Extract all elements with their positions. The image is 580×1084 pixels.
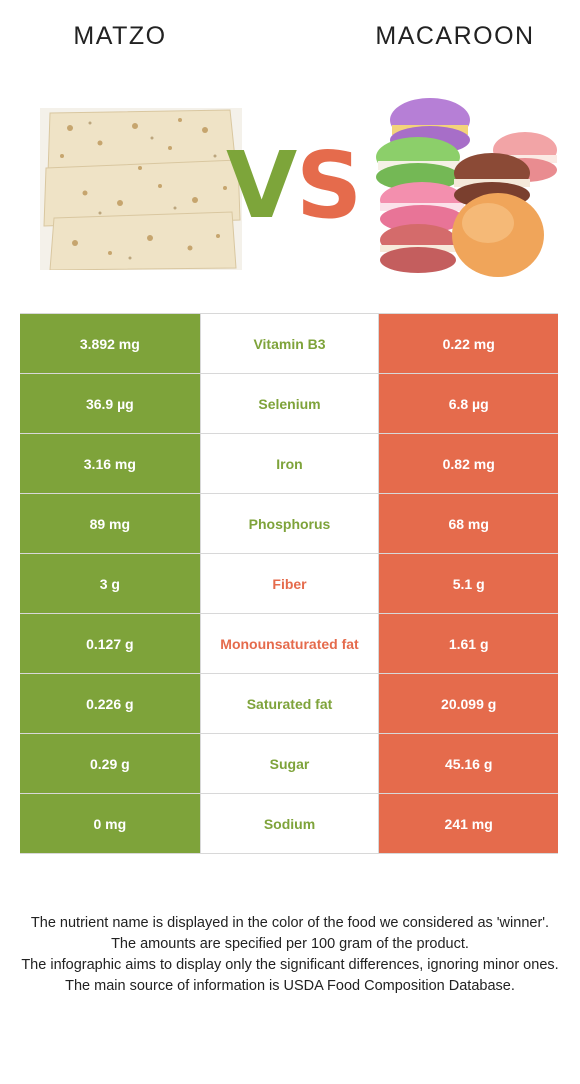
table-row: 3 g Fiber 5.1 g [20,554,559,614]
table-row: 0 mg Sodium 241 mg [20,794,559,854]
footer-notes: The nutrient name is displayed in the co… [20,913,560,997]
right-value: 45.16 g [379,734,559,793]
table-row: 3.16 mg Iron 0.82 mg [20,434,559,494]
nutrient-name: Sugar [199,734,380,793]
right-value: 0.82 mg [379,434,559,493]
right-value: 1.61 g [379,614,559,673]
table-row: 0.127 g Monounsaturated fat 1.61 g [20,614,559,674]
right-value: 6.8 µg [379,374,559,433]
macaroon-photo [376,98,557,277]
left-value: 36.9 µg [20,374,200,433]
footer-line: The main source of information is USDA F… [65,978,515,995]
nutrient-name: Iron [199,434,380,493]
footer-line: The amounts are specified per 100 gram o… [111,936,469,953]
nutrient-name: Sodium [199,794,380,853]
nutrient-name: Monounsaturated fat [199,614,380,673]
nutrient-name: Phosphorus [199,494,380,553]
nutrient-table: 3.892 mg Vitamin B3 0.22 mg 36.9 µg Selenium… [20,313,559,854]
table-row: 0.29 g Sugar 45.16 g [20,734,559,794]
left-value: 0.226 g [20,674,200,733]
table-row: 89 mg Phosphorus 68 mg [20,494,559,554]
right-value: 5.1 g [379,554,559,613]
table-row: 3.892 mg Vitamin B3 0.22 mg [20,314,559,374]
left-value: 0.127 g [20,614,200,673]
matzo-photo [40,108,242,270]
nutrient-name: Vitamin B3 [199,314,380,373]
footer-line: The nutrient name is displayed in the co… [30,915,550,931]
left-value: 3 g [20,554,200,613]
vs-v-letter: V [226,132,298,239]
left-value: 3.892 mg [20,314,200,373]
left-value: 0 mg [20,794,200,853]
table-row: 36.9 µg Selenium 6.8 µg [20,374,559,434]
right-value: 241 mg [379,794,559,853]
right-value: 68 mg [379,494,559,553]
right-food-title: MACAROON [375,22,535,50]
footer-line: The infographic aims to display only the… [21,957,559,974]
left-food-title: MATZO [73,22,167,50]
vs-s-letter: S [296,132,363,239]
right-value: 0.22 mg [379,314,559,373]
left-value: 3.16 mg [20,434,200,493]
left-value: 89 mg [20,494,200,553]
nutrient-name: Fiber [199,554,380,613]
table-row: 0.226 g Saturated fat 20.099 g [20,674,559,734]
left-value: 0.29 g [20,734,200,793]
nutrient-name: Selenium [199,374,380,433]
nutrient-name: Saturated fat [199,674,380,733]
right-value: 20.099 g [379,674,559,733]
